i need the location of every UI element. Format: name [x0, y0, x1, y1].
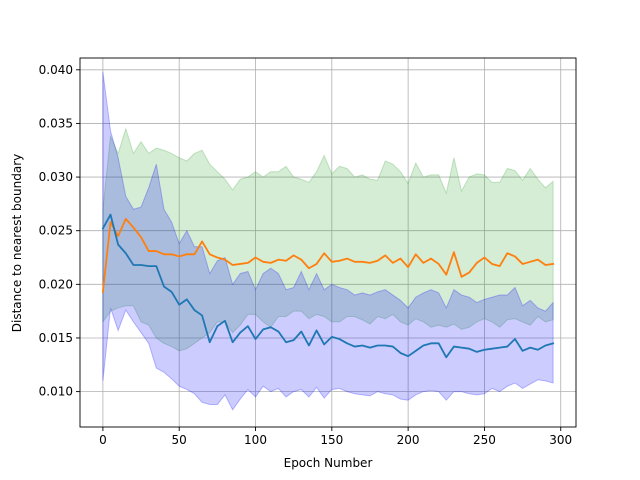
y-tick-label-5: 0.035 — [39, 116, 73, 130]
plot-area: 0 50 100 150 200 250 300 0.010 0.015 0.020 0.025 0.… — [39, 57, 577, 447]
y-axis-label: Distance to nearest boundary — [10, 154, 24, 333]
confidence-band-1 — [102, 127, 554, 352]
x-tick-label-3: 150 — [320, 433, 343, 447]
x-axis-label: Epoch Number — [284, 456, 373, 470]
x-tick-label-5: 250 — [473, 433, 496, 447]
y-tick-label-2: 0.020 — [39, 277, 73, 291]
x-tick-label-0: 0 — [99, 433, 107, 447]
y-tick-label-1: 0.015 — [39, 331, 73, 345]
x-tick-label-4: 200 — [397, 433, 420, 447]
y-tick-label-6: 0.040 — [39, 63, 73, 77]
y-tick-label-4: 0.030 — [39, 170, 73, 184]
confidence-band-2 — [102, 71, 554, 411]
x-tick-label-1: 50 — [172, 433, 187, 447]
y-tick-label-3: 0.025 — [39, 224, 73, 238]
series-line-2 — [101, 213, 555, 359]
y-tick-label-0: 0.010 — [39, 385, 73, 399]
x-tick-label-2: 100 — [244, 433, 267, 447]
x-tick-label-6: 300 — [549, 433, 572, 447]
axes-frame — [79, 57, 577, 428]
series-line-1 — [101, 217, 555, 293]
